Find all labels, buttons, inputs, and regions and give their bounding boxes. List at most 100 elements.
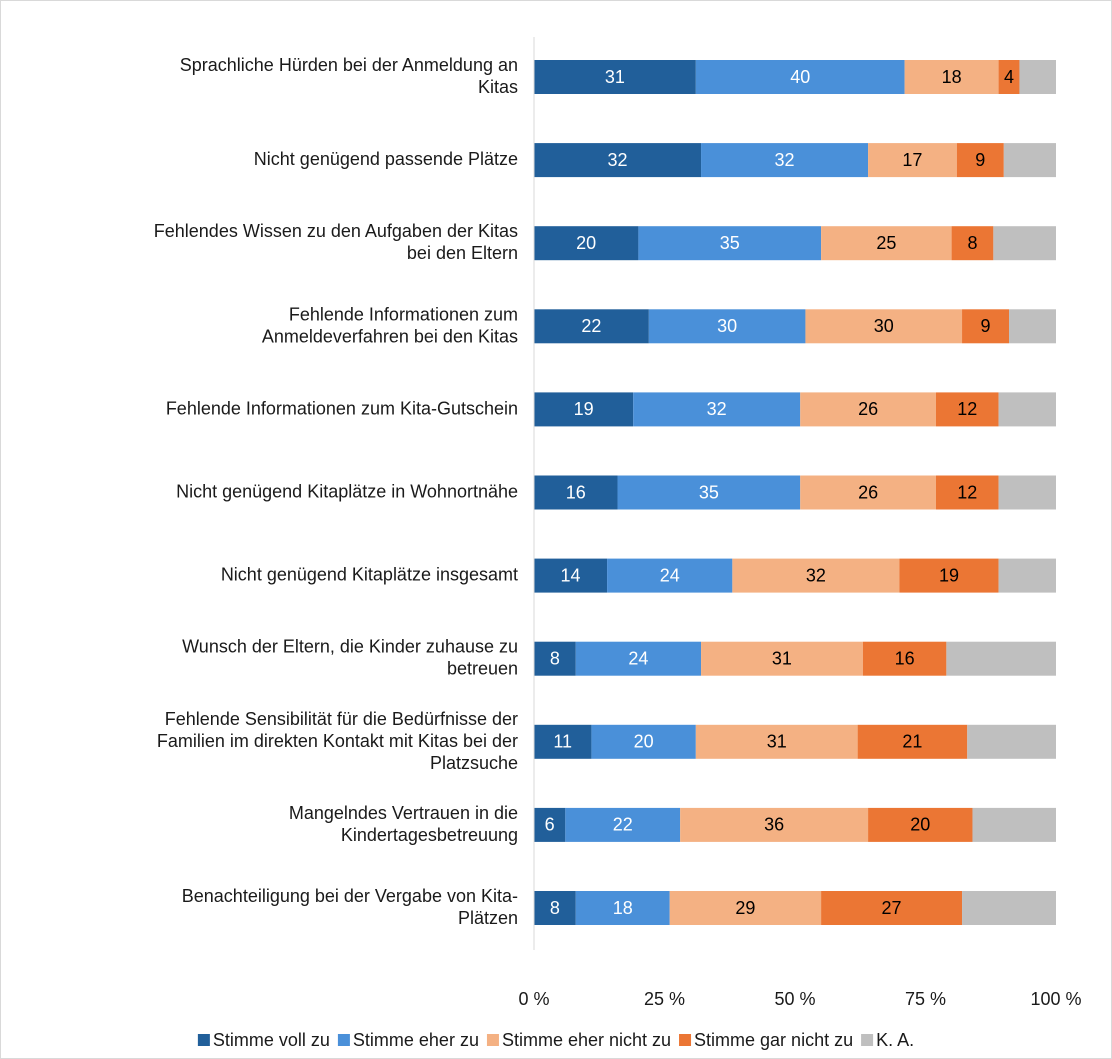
legend: Stimme voll zu Stimme eher zu Stimme eher …	[197, 1030, 914, 1050]
bar-segment	[946, 641, 1056, 676]
bar-segment	[534, 475, 618, 510]
bar-segment	[857, 724, 968, 759]
x-tick-label: 100 %	[1030, 989, 1081, 1009]
data-label: 14	[561, 565, 581, 585]
bar-segment	[998, 558, 1056, 593]
data-label: 24	[660, 565, 680, 585]
category-label-line: Wunsch der Eltern, die Kinder zuhause zu	[182, 636, 518, 656]
data-label: 32	[707, 399, 727, 419]
data-label: 26	[858, 399, 878, 419]
bar-segment	[935, 392, 999, 427]
legend-label: Stimme eher zu	[353, 1030, 479, 1050]
data-label: 6	[545, 815, 555, 835]
category-label-line: Benachteiligung bei der Vergabe von Kita…	[182, 886, 518, 906]
bar-segment	[899, 558, 999, 593]
data-label: 36	[764, 815, 784, 835]
bar-segment	[862, 641, 947, 676]
category-label: Nicht genügend Kitaplätze in Wohnortnähe	[176, 481, 518, 501]
data-label: 22	[613, 815, 633, 835]
data-label: 32	[775, 150, 795, 170]
bar-segment	[534, 558, 608, 593]
legend-swatch	[197, 1034, 210, 1046]
bar-segment	[998, 475, 1056, 510]
bar-segment	[701, 641, 863, 676]
category-label-line: Nicht genügend Kitaplätze in Wohnortnähe	[176, 481, 518, 501]
bar-segment	[534, 143, 702, 178]
bar-segment	[534, 309, 649, 344]
x-tick-label: 50 %	[774, 989, 815, 1009]
data-label: 9	[981, 316, 991, 336]
data-label: 12	[957, 482, 977, 502]
legend-swatch	[337, 1034, 350, 1046]
data-label: 32	[608, 150, 628, 170]
bar-segment	[868, 807, 973, 842]
bar-segment	[633, 392, 801, 427]
legend-swatch	[486, 1034, 499, 1046]
bar-segment	[805, 309, 963, 344]
bar-segment	[565, 807, 681, 842]
category-label-line: betreuen	[447, 658, 518, 678]
category-label-line: Fehlende Informationen zum Kita-Gutschei…	[166, 398, 518, 418]
data-label: 19	[574, 399, 594, 419]
x-tick-label: 0 %	[518, 989, 549, 1009]
category-label-line: Familien im direkten Kontakt mit Kitas b…	[157, 731, 518, 751]
data-label: 19	[939, 565, 959, 585]
bar-segment	[998, 392, 1056, 427]
data-label: 16	[566, 482, 586, 502]
category-label: Nicht genügend passende Plätze	[254, 149, 518, 169]
category-label-line: bei den Eltern	[407, 243, 518, 263]
category-label: Benachteiligung bei der Vergabe von Kita…	[182, 886, 518, 928]
data-label: 4	[1004, 67, 1014, 87]
legend-label: Stimme gar nicht zu	[694, 1030, 853, 1050]
bar-segment	[701, 143, 869, 178]
bar-segment	[962, 309, 1010, 344]
bar-segment	[868, 143, 957, 178]
category-label: Sprachliche Hürden bei der Anmeldung an K…	[180, 55, 518, 97]
bar-segment	[821, 891, 963, 925]
data-label: 9	[975, 150, 985, 170]
bar-segment	[695, 724, 858, 759]
bar-segment	[1009, 309, 1056, 344]
data-label: 18	[942, 67, 962, 87]
data-label: 22	[581, 316, 601, 336]
data-label: 35	[699, 482, 719, 502]
bar-segment	[967, 724, 1056, 759]
category-label: Wunsch der Eltern, die Kinder zuhause zu…	[182, 636, 518, 678]
x-tick-label: 75 %	[905, 989, 946, 1009]
data-label: 30	[717, 316, 737, 336]
data-label: 20	[576, 233, 596, 253]
category-label-line: Kindertagesbetreuung	[341, 825, 518, 845]
data-label: 30	[874, 316, 894, 336]
bar-segment	[1019, 60, 1056, 94]
bar-segment	[607, 558, 733, 593]
category-label-line: Fehlendes Wissen zu den Aufgaben der Kit…	[154, 221, 518, 241]
data-label: 24	[628, 648, 648, 668]
bar-segment	[591, 724, 696, 759]
bar-segment	[669, 891, 822, 925]
bar-segment	[800, 392, 936, 427]
category-label-line: Fehlende Informationen zum	[289, 304, 518, 324]
bar-segment	[904, 60, 999, 94]
category-label-line: Kitas	[478, 77, 518, 97]
data-label: 12	[957, 399, 977, 419]
data-label: 20	[910, 815, 930, 835]
bar-segment	[956, 143, 1004, 178]
x-tick-label: 25 %	[644, 989, 685, 1009]
category-label-line: Nicht genügend Kitaplätze insgesamt	[221, 564, 518, 584]
legend-swatch	[861, 1034, 874, 1046]
data-label: 32	[806, 565, 826, 585]
category-label-line: Platzsuche	[430, 753, 518, 773]
category-label: Fehlendes Wissen zu den Aufgaben der Kit…	[154, 221, 518, 263]
bar-segment	[800, 475, 936, 510]
data-label: 20	[634, 732, 654, 752]
data-label: 35	[720, 233, 740, 253]
data-label: 40	[790, 67, 810, 87]
category-label-line: Anmeldeverfahren bei den Kitas	[262, 326, 518, 346]
bar-segment	[575, 891, 670, 925]
data-label: 21	[902, 732, 922, 752]
bar-segment	[617, 475, 801, 510]
data-label: 8	[550, 648, 560, 668]
bar-segment	[962, 891, 1056, 925]
bar-segment	[998, 60, 1020, 94]
